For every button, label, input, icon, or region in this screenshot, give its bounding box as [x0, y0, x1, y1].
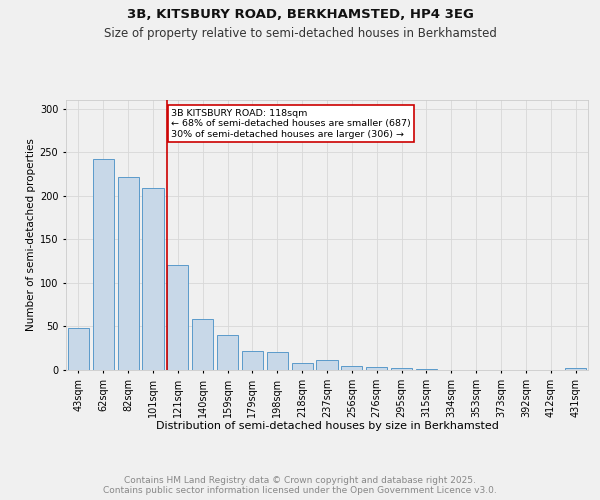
Bar — [316, 360, 338, 370]
Bar — [93, 159, 114, 370]
Text: 3B KITSBURY ROAD: 118sqm
← 68% of semi-detached houses are smaller (687)
30% of : 3B KITSBURY ROAD: 118sqm ← 68% of semi-d… — [171, 108, 411, 138]
Bar — [341, 366, 362, 370]
Bar — [217, 335, 238, 370]
X-axis label: Distribution of semi-detached houses by size in Berkhamsted: Distribution of semi-detached houses by … — [155, 421, 499, 431]
Bar — [391, 368, 412, 370]
Bar — [565, 368, 586, 370]
Bar — [167, 266, 188, 370]
Bar — [192, 318, 213, 370]
Bar — [416, 369, 437, 370]
Bar — [118, 176, 139, 370]
Bar — [292, 363, 313, 370]
Text: Contains HM Land Registry data © Crown copyright and database right 2025.
Contai: Contains HM Land Registry data © Crown c… — [103, 476, 497, 495]
Bar — [366, 366, 387, 370]
Bar — [68, 328, 89, 370]
Bar — [242, 351, 263, 370]
Bar — [267, 352, 288, 370]
Text: Size of property relative to semi-detached houses in Berkhamsted: Size of property relative to semi-detach… — [104, 28, 496, 40]
Text: 3B, KITSBURY ROAD, BERKHAMSTED, HP4 3EG: 3B, KITSBURY ROAD, BERKHAMSTED, HP4 3EG — [127, 8, 473, 20]
Bar — [142, 188, 164, 370]
Y-axis label: Number of semi-detached properties: Number of semi-detached properties — [26, 138, 35, 332]
